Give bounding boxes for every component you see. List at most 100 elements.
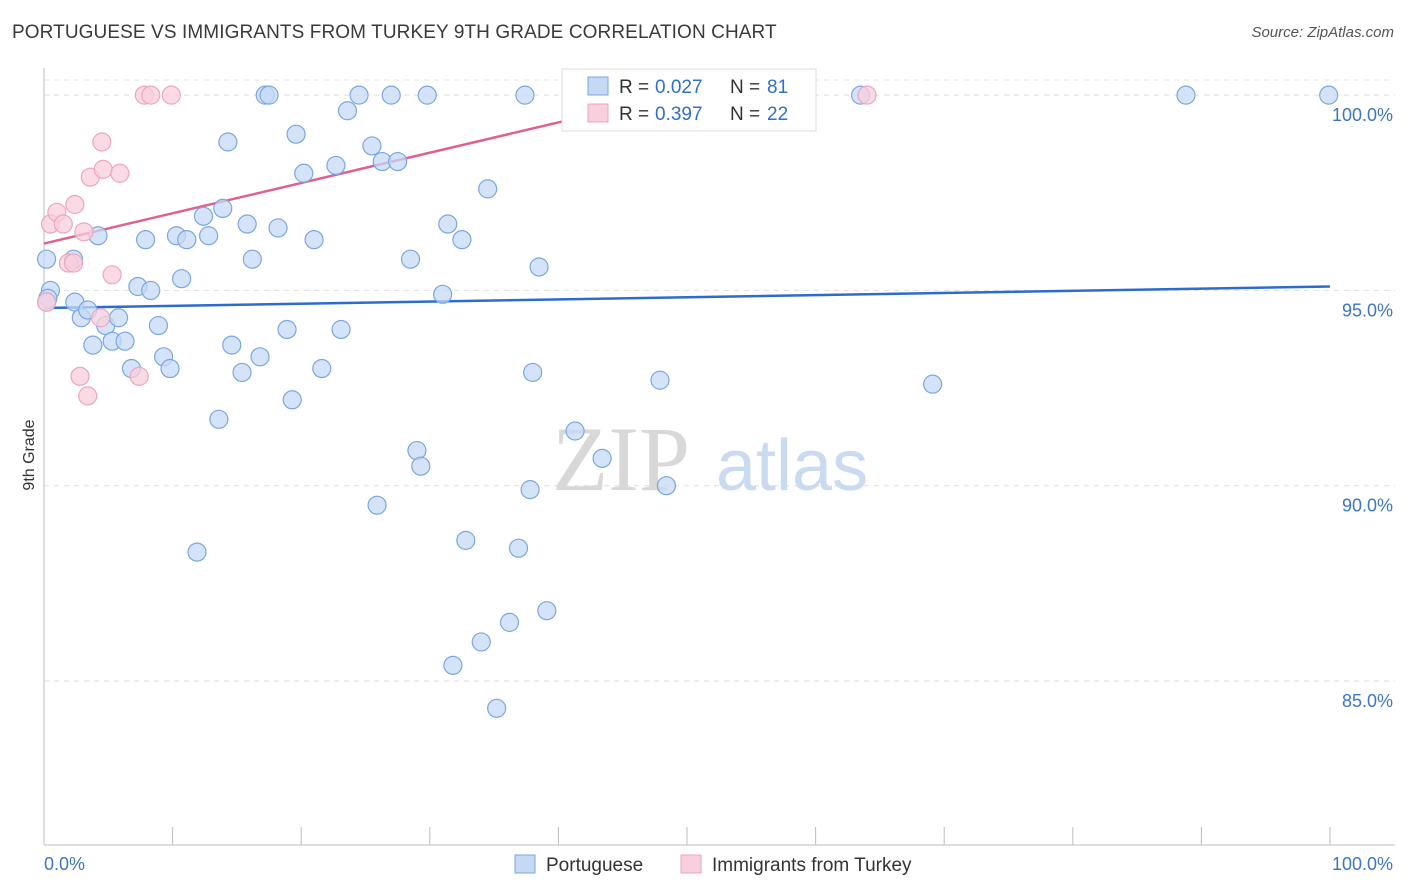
stats-r-value-portuguese: 0.027 <box>655 77 703 98</box>
data-point-turkey <box>70 366 90 386</box>
data-point-portuguese <box>471 632 491 652</box>
data-point-portuguese <box>537 601 557 621</box>
stats-r-label-turkey: R = <box>619 104 649 125</box>
data-points <box>36 85 1339 718</box>
data-point-portuguese <box>199 226 219 246</box>
data-point-portuguese <box>487 698 507 718</box>
data-point-portuguese <box>218 132 238 152</box>
data-point-portuguese <box>108 308 129 328</box>
source-credit: Source: ZipAtlas.com <box>1251 24 1394 41</box>
data-point-portuguese <box>331 319 351 340</box>
data-point-portuguese <box>592 448 612 468</box>
data-point-portuguese <box>400 249 421 269</box>
data-point-portuguese <box>438 214 458 234</box>
data-point-portuguese <box>312 358 332 379</box>
data-point-portuguese <box>456 530 476 550</box>
y-axis-title: 9th Grade <box>21 419 38 490</box>
data-point-turkey <box>53 214 73 234</box>
data-point-portuguese <box>209 409 229 429</box>
y-tick-labels: 100.0% 95.0% 90.0% 85.0% <box>1332 105 1393 711</box>
data-point-portuguese <box>523 362 543 383</box>
data-point-turkey <box>92 132 112 152</box>
data-point-portuguese <box>520 480 540 500</box>
data-point-portuguese <box>294 163 314 183</box>
watermark-atlas: atlas <box>716 426 868 506</box>
data-point-portuguese <box>115 331 135 351</box>
data-point-portuguese <box>242 249 262 269</box>
data-point-portuguese <box>529 257 549 277</box>
y-tick-label: 90.0% <box>1342 496 1393 516</box>
x-tick-label-max: 100.0% <box>1332 854 1393 874</box>
data-point-turkey <box>141 85 161 105</box>
data-point-portuguese <box>160 358 180 379</box>
data-point-turkey <box>63 253 84 273</box>
legend-label-portuguese: Portuguese <box>546 855 643 876</box>
data-point-portuguese <box>388 151 408 172</box>
data-point-portuguese <box>286 124 306 144</box>
data-point-portuguese <box>367 495 387 515</box>
stats-r-value-turkey: 0.397 <box>655 104 703 125</box>
stats-swatch-turkey <box>587 103 609 123</box>
data-point-portuguese <box>172 269 192 289</box>
stats-legend: R = 0.027 N = 81 R = 0.397 N = 22 <box>561 68 817 132</box>
data-point-portuguese <box>237 214 257 234</box>
legend-swatch-turkey <box>680 854 702 874</box>
data-point-portuguese <box>1176 85 1196 105</box>
data-point-turkey <box>161 85 181 105</box>
data-point-turkey <box>110 163 130 183</box>
y-tick-label: 95.0% <box>1342 300 1393 320</box>
data-point-portuguese <box>213 198 233 219</box>
data-point-turkey <box>93 159 113 179</box>
data-point-portuguese <box>193 206 214 226</box>
data-point-portuguese <box>187 542 207 562</box>
data-point-turkey <box>129 366 149 386</box>
data-point-portuguese <box>36 249 57 269</box>
stats-r-label-portuguese: R = <box>619 77 649 98</box>
data-point-portuguese <box>443 655 463 675</box>
legend-swatch-portuguese <box>514 854 536 874</box>
data-point-turkey <box>857 85 877 105</box>
data-point-turkey <box>78 386 98 406</box>
data-point-portuguese <box>259 85 279 105</box>
data-point-portuguese <box>407 440 427 461</box>
stats-swatch-portuguese <box>587 76 609 96</box>
x-tick-label-min: 0.0% <box>44 854 85 874</box>
data-point-portuguese <box>411 456 431 476</box>
data-point-turkey <box>102 265 122 285</box>
data-point-portuguese <box>222 335 242 355</box>
data-point-portuguese <box>232 362 252 383</box>
data-point-portuguese <box>656 476 677 496</box>
data-point-turkey <box>36 292 57 312</box>
data-point-portuguese <box>1319 85 1339 105</box>
series-legend: Portuguese Immigrants from Turkey <box>514 854 912 876</box>
data-point-portuguese <box>381 85 401 105</box>
stats-n-value-portuguese: 81 <box>767 77 788 98</box>
y-tick-label: 100.0% <box>1332 105 1393 125</box>
data-point-portuguese <box>565 421 585 441</box>
data-point-portuguese <box>515 85 535 105</box>
trend-line-portuguese <box>43 285 1331 310</box>
data-point-portuguese <box>452 230 472 250</box>
y-tick-label: 85.0% <box>1342 691 1393 711</box>
data-point-turkey <box>74 222 94 242</box>
data-point-portuguese <box>141 280 161 301</box>
data-point-portuguese <box>83 335 103 355</box>
data-point-portuguese <box>478 179 498 199</box>
data-point-portuguese <box>349 85 369 105</box>
chart-title: PORTUGUESE VS IMMIGRANTS FROM TURKEY 9TH… <box>12 22 777 43</box>
data-point-portuguese <box>923 374 943 394</box>
data-point-portuguese <box>304 230 324 250</box>
data-point-portuguese <box>282 390 302 410</box>
data-point-portuguese <box>326 155 346 176</box>
data-point-portuguese <box>499 612 520 632</box>
data-point-portuguese <box>337 101 358 121</box>
data-point-portuguese <box>508 538 529 558</box>
data-point-portuguese <box>417 85 437 105</box>
data-point-turkey <box>65 194 85 215</box>
data-point-portuguese <box>177 230 197 250</box>
data-point-portuguese <box>650 370 670 390</box>
data-point-portuguese <box>135 230 156 250</box>
data-point-portuguese <box>250 347 270 367</box>
data-point-portuguese <box>277 319 297 340</box>
